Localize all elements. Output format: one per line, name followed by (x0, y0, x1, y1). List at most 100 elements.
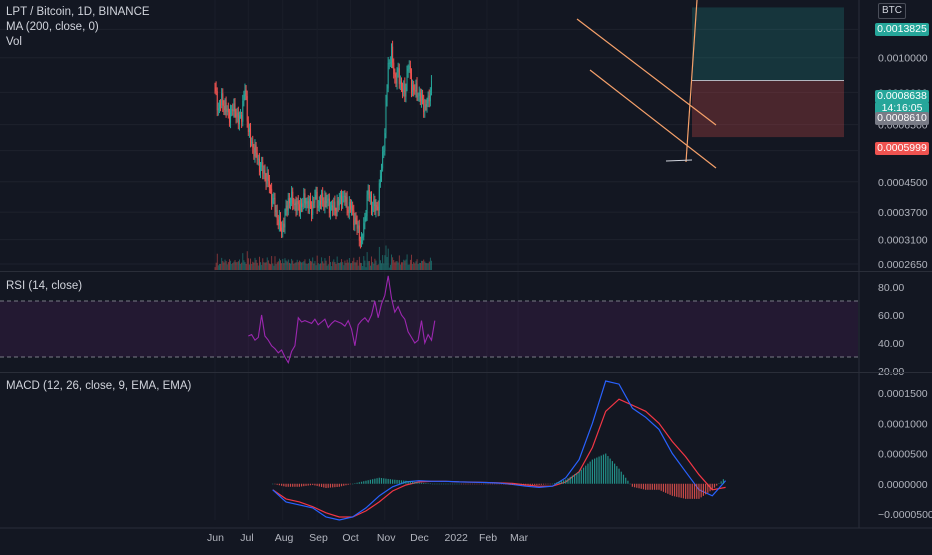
volume-bar (302, 262, 304, 270)
candle-body (227, 108, 229, 113)
macd-histogram-bar (458, 483, 460, 485)
volume-bar (406, 254, 408, 270)
volume-bar (421, 260, 422, 270)
candle-body (363, 223, 365, 237)
candle-body (411, 73, 412, 92)
target-price-tag: 0.0013825 (875, 23, 929, 36)
candle-body (217, 108, 219, 111)
volume-bar (305, 263, 307, 270)
macd-histogram-bar (380, 478, 383, 484)
time-axis-tick-1: Jul (240, 532, 253, 544)
candle-body (351, 205, 353, 210)
currency-tag[interactable]: BTC (878, 3, 906, 19)
macd-histogram-bar (445, 483, 447, 485)
macd-histogram-bar (332, 483, 334, 488)
macd-histogram-bar (682, 483, 685, 499)
macd-legend[interactable]: MACD (12, 26, close, 9, EMA, EMA) (6, 380, 192, 392)
candle-body (302, 203, 304, 207)
macd-histogram-bar (638, 483, 640, 489)
macd-histogram-bar (534, 483, 536, 485)
macd-histogram-bar (531, 483, 534, 485)
candle-body (240, 114, 242, 116)
volume-bar (267, 260, 269, 270)
candle-body (326, 200, 328, 204)
macd-histogram-bar (567, 478, 569, 484)
macd-histogram-bar (443, 483, 445, 485)
macd-histogram-bar (392, 479, 394, 484)
candle-body (422, 94, 424, 101)
volume-bar (332, 261, 334, 270)
candle-body (368, 189, 370, 199)
macd-histogram-bar (527, 483, 529, 485)
volume-bar (266, 257, 268, 270)
candle-body (379, 175, 381, 184)
candle-body (231, 109, 233, 111)
candle-body (391, 46, 392, 63)
pane-divider-price-rsi[interactable] (0, 271, 932, 272)
candle-body (419, 92, 421, 102)
macd-histogram-bar (700, 483, 702, 498)
macd-histogram-bar (522, 483, 525, 485)
volume-bar (425, 262, 427, 270)
volume-bar (412, 264, 414, 270)
macd-histogram-bar (281, 483, 283, 486)
candle-body (360, 240, 361, 243)
volume-bar (360, 262, 361, 270)
macd-histogram-bar (503, 483, 505, 485)
symbol-legend[interactable]: LPT / Bitcoin, 1D, BINANCE (6, 6, 150, 18)
volume-bar (352, 261, 354, 270)
volume-bar (408, 264, 410, 270)
candle-body (425, 104, 427, 107)
macd-histogram-bar (518, 483, 520, 485)
volume-bar (249, 264, 250, 270)
macd-histogram-bar (278, 483, 280, 486)
macd-histogram-bar (540, 483, 542, 485)
volume-bar (375, 260, 377, 270)
candle-body (283, 223, 285, 228)
volume-legend[interactable]: Vol (6, 36, 22, 48)
candle-body (328, 198, 330, 214)
volume-bar (214, 267, 216, 270)
macd-histogram-bar (509, 483, 511, 485)
volume-bar (429, 257, 431, 270)
macd-histogram-bar (327, 483, 329, 488)
volume-bar (325, 260, 327, 270)
volume-bar (282, 258, 284, 270)
macd-histogram-bar (480, 483, 482, 485)
candle-body (421, 94, 422, 102)
candle-body (375, 205, 377, 212)
volume-bar (345, 262, 347, 270)
volume-bar (395, 261, 397, 270)
pane-divider-rsi-macd[interactable] (0, 372, 932, 373)
candle-body (335, 210, 337, 214)
macd-histogram-bar (631, 483, 633, 487)
price-axis-tick-8: 0.0002650 (878, 259, 928, 271)
macd-histogram-bar (722, 479, 724, 484)
volume-bar (414, 263, 416, 270)
macd-histogram-bar (456, 483, 458, 485)
volume-bar (312, 257, 314, 270)
candle-body (317, 205, 319, 208)
volume-bar (274, 256, 276, 270)
volume-bar (292, 260, 294, 270)
macd-histogram-bar (705, 483, 707, 495)
candle-body (278, 215, 280, 226)
volume-bar (236, 262, 238, 270)
macd-pane (272, 380, 727, 521)
candle-body (372, 206, 374, 211)
macd-histogram-bar (653, 483, 656, 490)
volume-bar (288, 262, 290, 270)
rsi-legend[interactable]: RSI (14, close) (6, 280, 83, 292)
volume-bar (334, 262, 336, 270)
candle-body (296, 201, 298, 211)
volume-bar (343, 265, 345, 270)
volume-bar (428, 261, 430, 270)
macd-histogram-bar (645, 483, 647, 490)
candle-body (330, 207, 331, 214)
volume-bar (403, 259, 405, 270)
ma-legend[interactable]: MA (200, close, 0) (6, 21, 99, 33)
volume-bar (336, 256, 338, 270)
candle-body (232, 109, 234, 112)
